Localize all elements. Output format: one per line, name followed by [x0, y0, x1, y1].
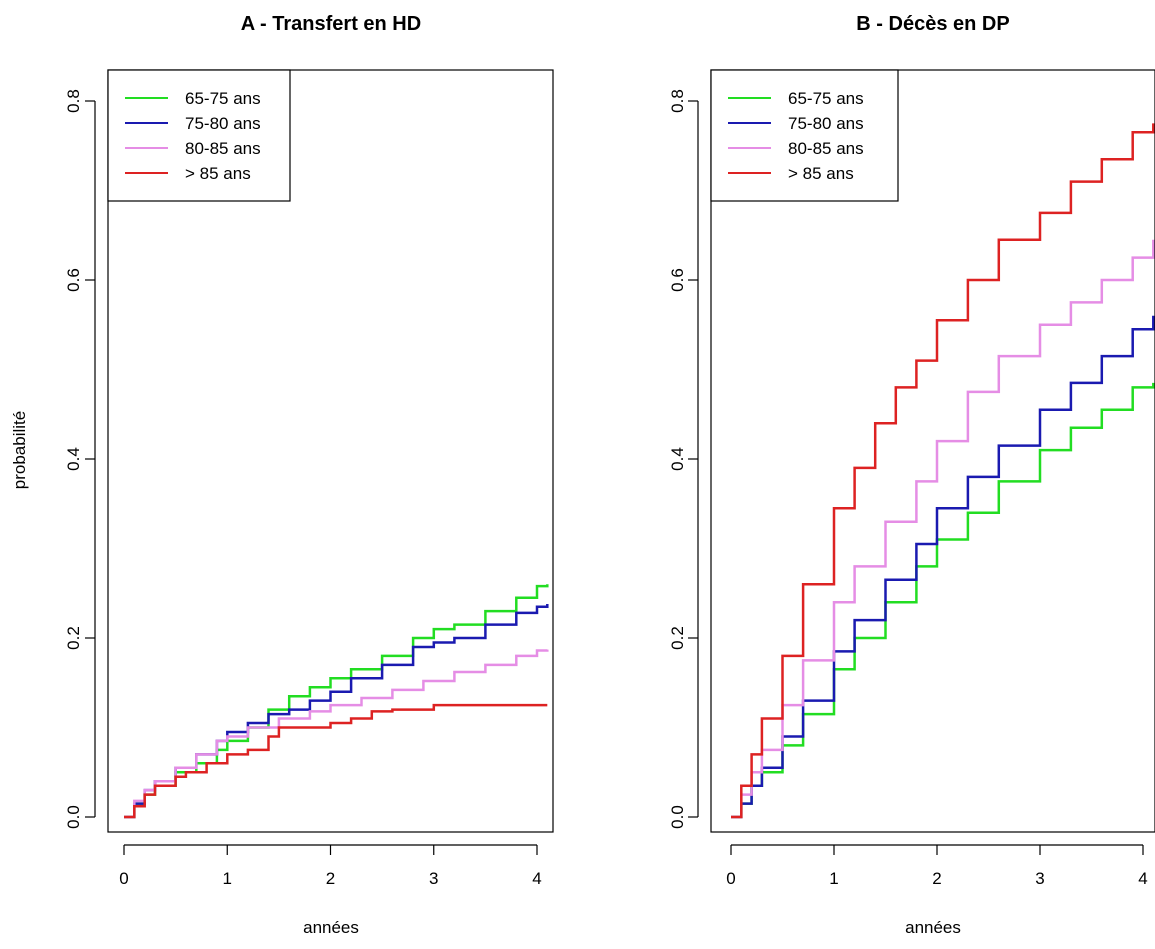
x-tick-label: 0	[726, 869, 735, 888]
y-tick-label: 0.4	[64, 447, 83, 471]
y-tick-label: 0.2	[64, 626, 83, 650]
legend-box	[710, 69, 899, 202]
legend-label: > 85 ans	[788, 164, 854, 183]
panel-a: A - Transfert en HD 0 1 2 3 4 0.0 0.2 0.4 0.6 0.8 a…	[10, 13, 554, 937]
legend-label: > 85 ans	[185, 164, 251, 183]
x-axis-label: années	[905, 918, 961, 937]
panel-b: B - Décès en DP 0 1 2 3 4 0.0 0.2 0.4 0.6 0.8 année…	[668, 13, 1155, 937]
x-tick-label: 3	[429, 869, 438, 888]
series-line-4	[124, 703, 548, 819]
y-tick-label: 0.0	[64, 805, 83, 829]
y-axis-label: probabilité	[10, 411, 29, 489]
legend-label: 75-80 ans	[185, 114, 261, 133]
legend-label: 75-80 ans	[788, 114, 864, 133]
x-axis-label: années	[303, 918, 359, 937]
legend-label: 80-85 ans	[185, 139, 261, 158]
legend: 65-75 ans 75-80 ans 80-85 ans > 85 ans	[710, 69, 899, 202]
series-group	[124, 584, 549, 819]
x-tick-label: 1	[223, 869, 232, 888]
chart-title: A - Transfert en HD	[241, 13, 421, 35]
legend-label: 65-75 ans	[185, 89, 261, 108]
series-line-3	[731, 239, 1155, 819]
x-tick-label: 1	[829, 869, 838, 888]
legend-box	[107, 69, 291, 202]
x-tick-label: 4	[532, 869, 541, 888]
y-tick-label: 0.4	[668, 447, 687, 471]
series-line-3	[124, 649, 549, 819]
y-tick-label: 0.2	[668, 626, 687, 650]
series-line-2	[124, 604, 549, 819]
x-tick-label: 2	[932, 869, 941, 888]
y-tick-label: 0.8	[668, 89, 687, 113]
plot-frame	[107, 69, 554, 833]
x-tick-label: 2	[326, 869, 335, 888]
series-line-1	[124, 584, 549, 819]
chart-title: B - Décès en DP	[856, 13, 1009, 35]
series-line-2	[731, 315, 1155, 819]
x-tick-label: 0	[119, 869, 128, 888]
x-tick-label: 3	[1035, 869, 1044, 888]
y-tick-label: 0.6	[64, 268, 83, 292]
y-tick-label: 0.8	[64, 89, 83, 113]
legend: 65-75 ans 75-80 ans 80-85 ans > 85 ans	[107, 69, 291, 202]
series-line-1	[731, 382, 1155, 819]
series-line-4	[731, 123, 1155, 819]
y-tick-label: 0.0	[668, 805, 687, 829]
series-group	[731, 123, 1155, 819]
x-tick-label: 4	[1138, 869, 1147, 888]
y-tick-label: 0.6	[668, 268, 687, 292]
plot-frame	[710, 69, 1155, 833]
legend-label: 80-85 ans	[788, 139, 864, 158]
legend-label: 65-75 ans	[788, 89, 864, 108]
